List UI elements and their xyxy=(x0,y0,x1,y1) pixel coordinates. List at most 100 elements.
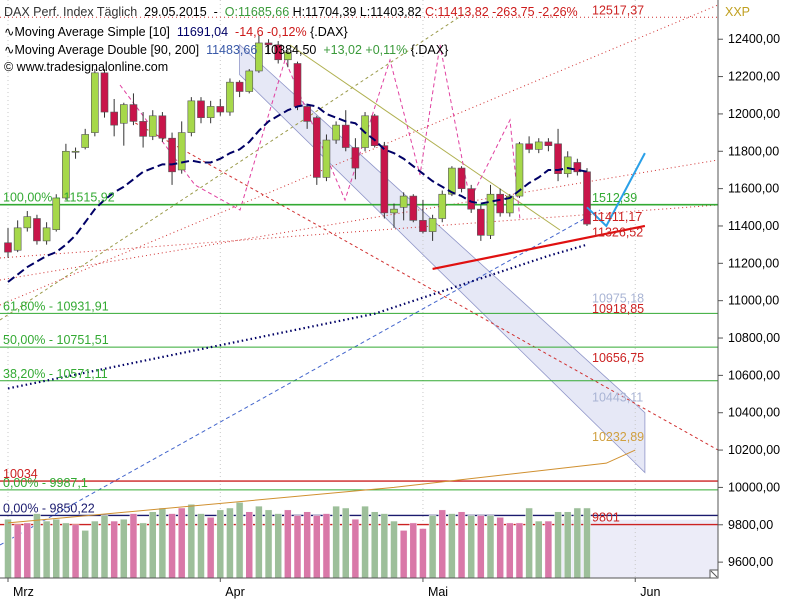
quote-change-pct: -2,26% xyxy=(538,5,578,19)
candle-body xyxy=(554,143,562,174)
volume-bar xyxy=(535,520,543,579)
y-tick-label: 11200,00 xyxy=(728,256,779,270)
candle-body xyxy=(235,81,244,92)
volume-shade xyxy=(558,519,718,578)
candle-body xyxy=(515,143,524,197)
volume-bar xyxy=(313,515,321,579)
volume-bar xyxy=(554,511,562,579)
volume-bar xyxy=(187,503,196,579)
dashed-olive-trend xyxy=(0,9,471,321)
regression-channel-band xyxy=(239,43,646,474)
volume-bar xyxy=(486,515,495,579)
x-tick-label: Jun xyxy=(640,585,660,599)
candle-body xyxy=(158,115,167,139)
candle-body xyxy=(496,193,504,214)
ma-simple-value: 11691,04 xyxy=(176,25,229,39)
candle-body xyxy=(216,106,225,113)
candle-body xyxy=(448,167,456,195)
x-axis: Mrz Apr Mai Jun xyxy=(0,577,718,599)
volume-bar xyxy=(255,505,263,579)
volume-bar xyxy=(342,507,350,579)
dashed-trend-4 xyxy=(129,119,719,451)
candle-body xyxy=(129,104,138,122)
volume-bar xyxy=(33,513,41,579)
candle-body xyxy=(274,44,283,61)
volume-bar xyxy=(245,511,253,579)
candle-body xyxy=(409,195,418,221)
volume-bar xyxy=(177,507,186,579)
candle-body xyxy=(197,100,205,118)
y-tick-label: 10800,00 xyxy=(728,331,780,345)
ma-simple-10-line xyxy=(7,103,588,283)
y-tick-label: 11600,00 xyxy=(728,182,779,196)
y-tick-label: 12200,00 xyxy=(728,70,780,84)
level-label: 61,80% - 10931,91 xyxy=(3,299,109,313)
volume-bar xyxy=(467,515,475,579)
volume-bar xyxy=(216,509,225,579)
candle-body xyxy=(399,195,408,208)
pink-zigzag xyxy=(119,44,521,221)
volume-bar xyxy=(380,513,389,579)
level-label: 10232,89 xyxy=(592,430,644,444)
volume-bar xyxy=(477,515,485,579)
volume-bars xyxy=(4,502,591,579)
instrument-name: DAX Perf. Index Täglich xyxy=(4,5,138,19)
scroll-corner[interactable] xyxy=(709,569,719,579)
candle-body xyxy=(341,124,350,148)
x-tick-label: Mai xyxy=(428,585,448,599)
ma-double-value-1: 11483,66 xyxy=(206,43,258,57)
volume-bar xyxy=(226,507,234,579)
candle-body xyxy=(100,72,109,113)
y-tick-label: 10000,00 xyxy=(728,480,780,494)
candle-body xyxy=(264,42,273,46)
volume-bar xyxy=(293,515,302,579)
candle-body xyxy=(255,42,263,72)
candle-body xyxy=(322,139,331,178)
volume-bar xyxy=(274,513,282,579)
level-label: 100,00% - 11515,92 xyxy=(3,190,115,204)
volume-bar xyxy=(361,505,369,579)
candle-body xyxy=(120,104,128,124)
decor-trendlines xyxy=(0,4,719,546)
candle-body xyxy=(42,227,51,242)
candle-body xyxy=(467,188,476,210)
volume-bar xyxy=(506,522,514,579)
ma-simple-change: -14,6 xyxy=(235,25,264,39)
volume-bar xyxy=(409,522,418,579)
candle-body xyxy=(139,121,147,137)
candle-body xyxy=(52,197,61,231)
volume-bar xyxy=(351,518,360,579)
candle-body xyxy=(370,115,379,146)
candle-body xyxy=(71,150,80,153)
volume-bar xyxy=(91,520,99,579)
volume-bar xyxy=(544,520,553,579)
quote-open: O:11685,66 xyxy=(224,5,290,19)
y-tick-label: 11400,00 xyxy=(728,219,779,233)
level-label: 0,00% - 9987,1 xyxy=(3,476,88,490)
ma-simple-change-pct: -0,12% xyxy=(267,25,307,39)
y-tick-label: 9800,00 xyxy=(728,518,773,532)
volume-bar xyxy=(370,511,379,579)
volume-bar xyxy=(583,507,591,579)
y-tick-label: 11000,00 xyxy=(728,294,779,308)
volume-bar xyxy=(81,530,89,579)
candle-body xyxy=(177,132,186,171)
y-tick-label: 10200,00 xyxy=(728,443,780,457)
candle-body xyxy=(486,193,495,236)
volume-bar xyxy=(284,509,292,579)
volume-bar xyxy=(197,513,205,579)
candle-body xyxy=(13,227,22,251)
candle-body xyxy=(583,171,591,225)
volume-bar xyxy=(206,517,215,579)
volume-bar xyxy=(4,518,12,579)
volume-bar xyxy=(235,502,244,579)
volume-bar xyxy=(525,507,533,579)
level-label: 10656,75 xyxy=(592,351,644,365)
candle-body xyxy=(477,208,485,236)
level-label: 11326,52 xyxy=(592,226,643,240)
candle-body xyxy=(168,137,176,173)
x-tick-label: Mrz xyxy=(13,585,34,599)
x-tick-label: Apr xyxy=(225,585,244,599)
volume-bar xyxy=(100,515,109,579)
candle-body xyxy=(438,193,447,219)
